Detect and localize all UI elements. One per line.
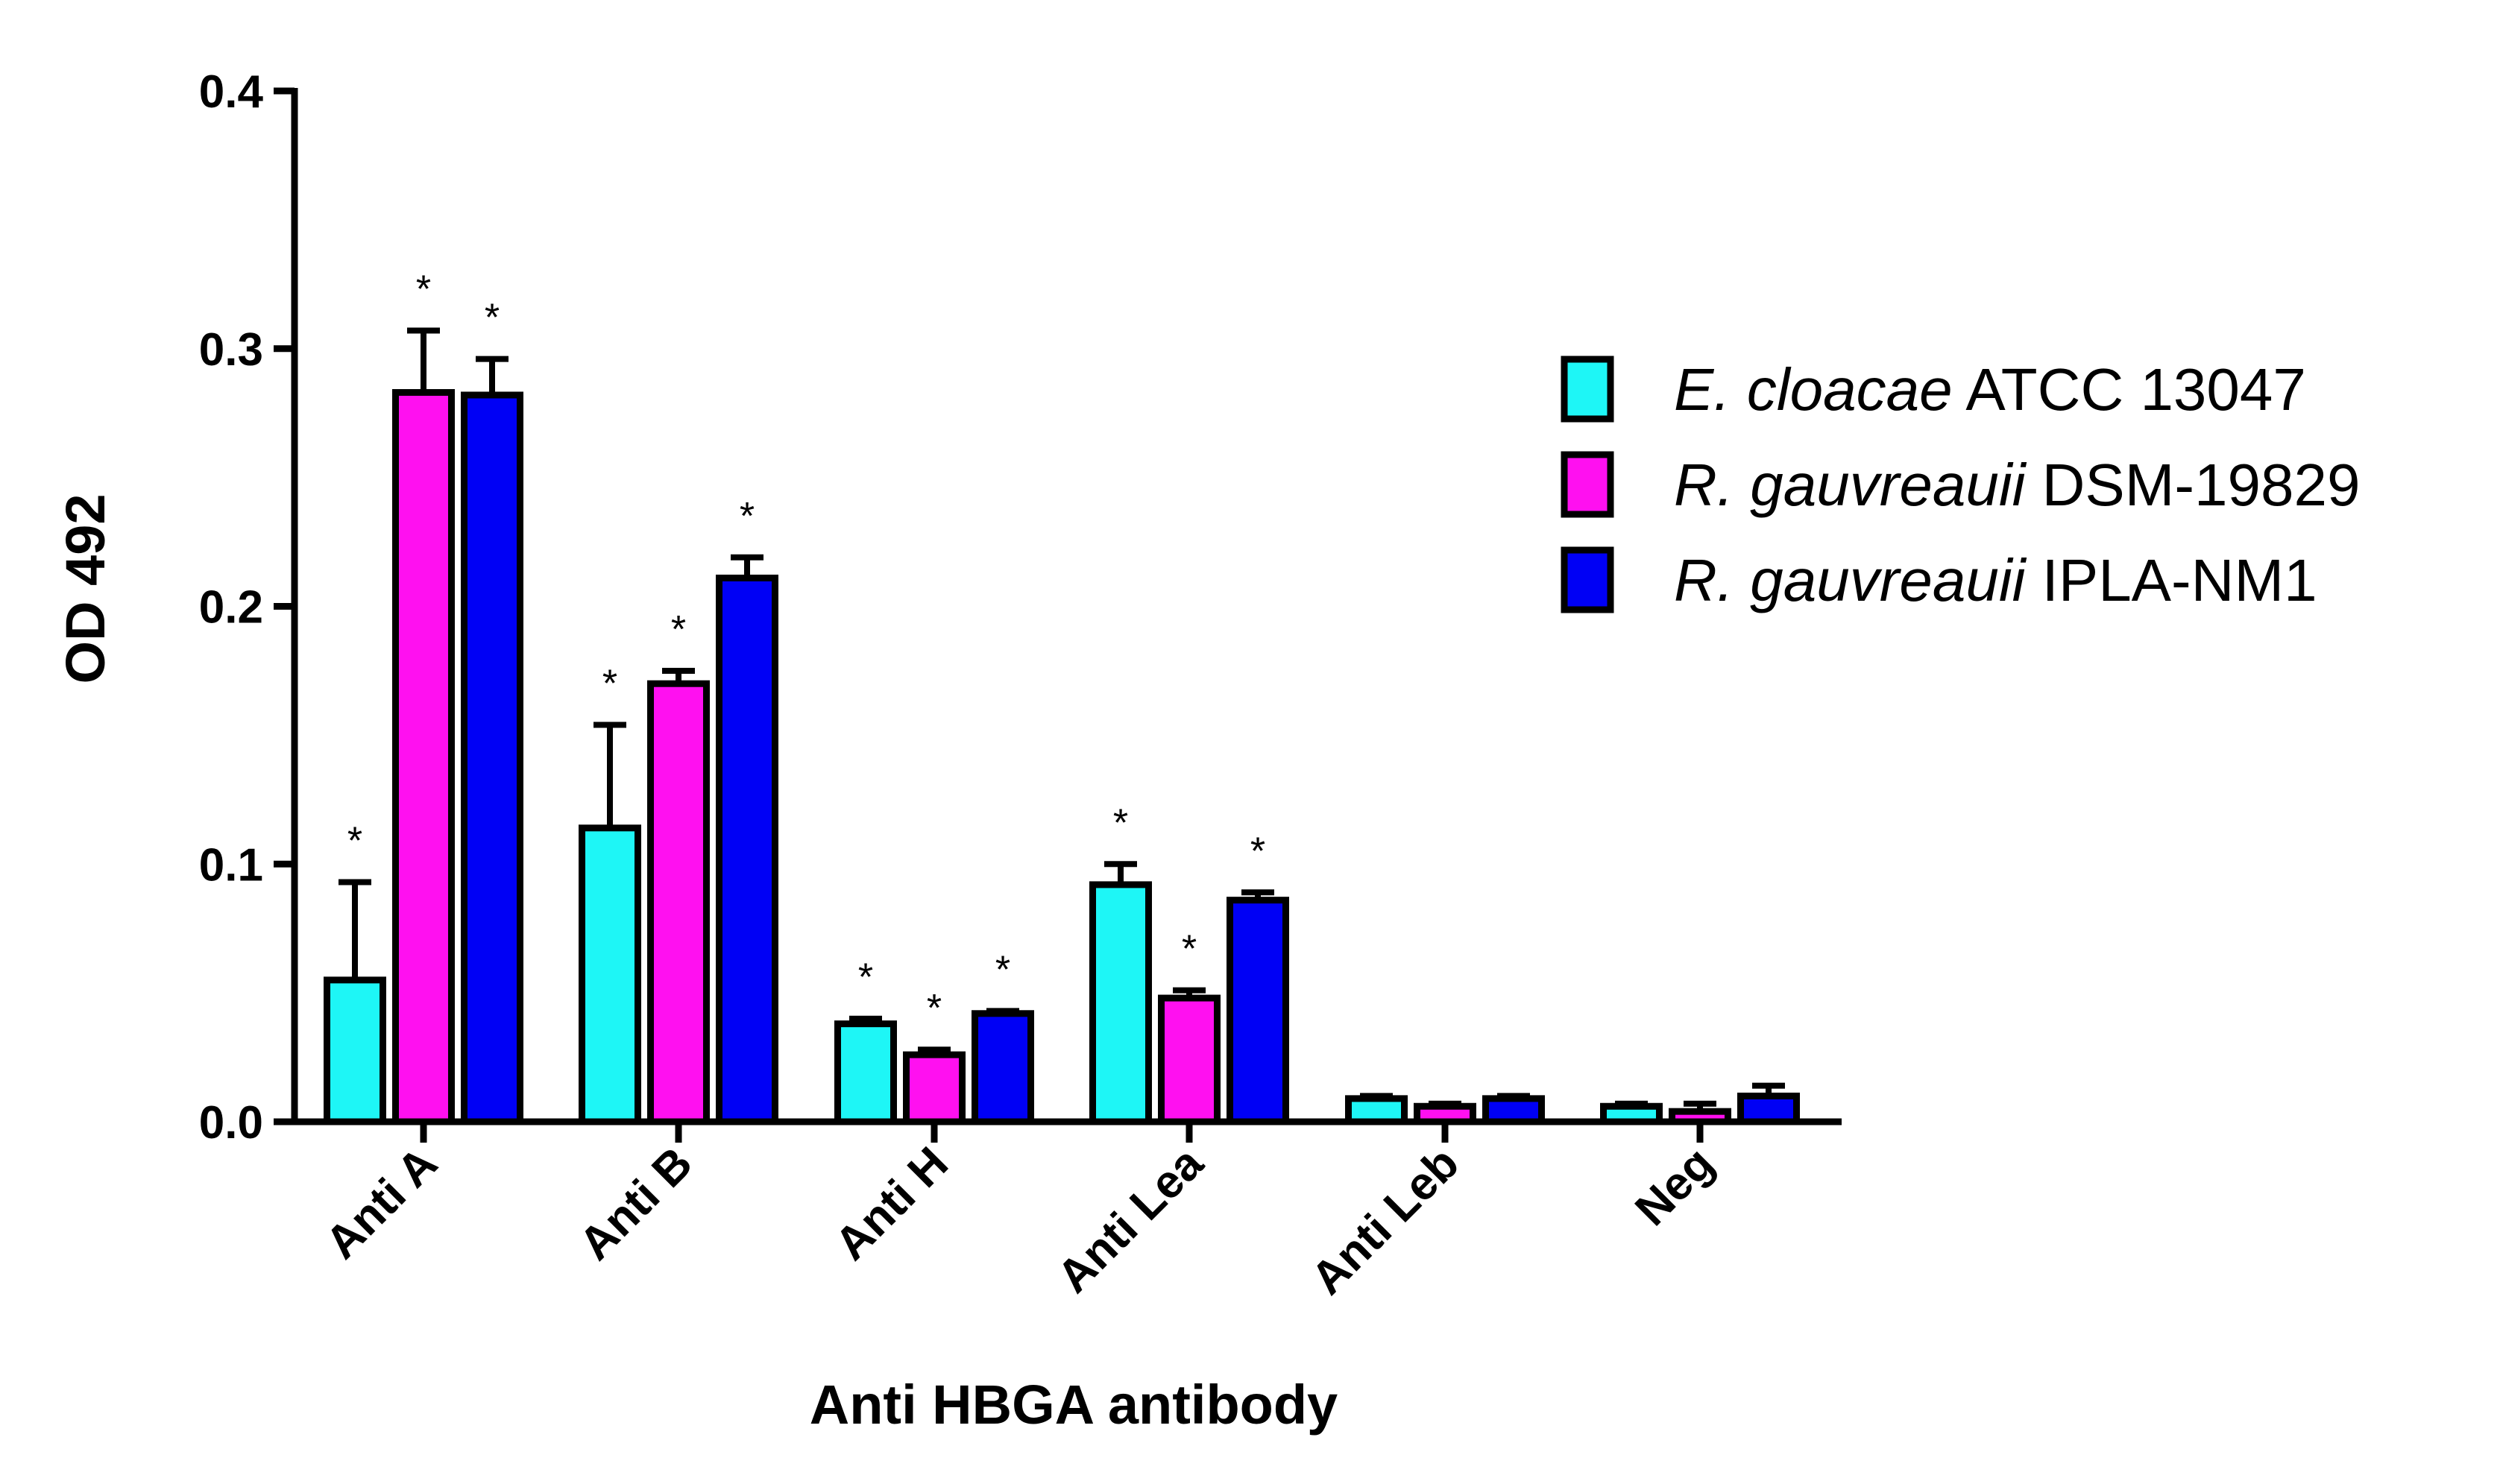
legend-label: E. cloacae ATCC 13047 [1674, 356, 2306, 423]
bar [1089, 881, 1152, 1125]
bar [716, 574, 778, 1125]
bar [647, 680, 710, 1125]
legend-label: R. gauvreauii IPLA-NM1 [1674, 547, 2317, 613]
significance-marker: * [995, 948, 1010, 991]
x-tick-label: Anti Leb [1302, 1137, 1469, 1304]
significance-marker: * [1182, 928, 1197, 971]
bar [972, 1010, 1034, 1125]
y-tick-label: 0.0 [199, 1097, 263, 1149]
y-tick-label: 0.4 [199, 66, 264, 118]
y-tick-label: 0.1 [199, 839, 263, 891]
bar [1737, 1092, 1800, 1125]
legend-label: R. gauvreauii DSM-19829 [1674, 452, 2360, 518]
y-tick-label: 0.3 [199, 324, 263, 376]
y-tick-label: 0.2 [199, 582, 263, 634]
bar [1345, 1095, 1408, 1125]
x-tick-label: Anti H [825, 1137, 958, 1270]
legend: E. cloacae ATCC 13047 R. gauvreauii DSM-1… [1561, 356, 2360, 613]
significance-marker: * [416, 268, 431, 312]
significance-marker: * [347, 819, 362, 862]
significance-marker: * [1113, 801, 1128, 844]
x-tick-label: Anti A [316, 1137, 447, 1269]
x-tick-label: Neg [1625, 1137, 1724, 1236]
plot-area: * * * * * * * * * * * * 0.0 0.1 0.2 0.3 0.4 Anti A Anti B A… [199, 66, 1842, 1304]
bar [461, 391, 523, 1125]
bar [1158, 994, 1221, 1125]
significance-marker: * [671, 608, 686, 651]
bar [1482, 1095, 1545, 1125]
legend-swatch [1561, 451, 1614, 518]
bar [834, 1020, 897, 1125]
bar [324, 976, 386, 1125]
bar [903, 1051, 966, 1125]
significance-marker: * [927, 987, 942, 1030]
y-axis-title: OD 492 [54, 493, 116, 683]
significance-marker: * [858, 956, 873, 1000]
bar [579, 824, 641, 1125]
x-axis-title: Anti HBGA antibody [810, 1374, 1338, 1436]
significance-marker: * [740, 495, 755, 538]
legend-swatch [1561, 546, 1614, 613]
significance-marker: * [602, 663, 617, 706]
x-tick-label: Anti Lea [1048, 1137, 1213, 1303]
bar [1227, 897, 1289, 1125]
legend-swatch [1561, 356, 1614, 423]
significance-marker: * [1250, 830, 1265, 873]
significance-marker: * [485, 297, 500, 340]
x-tick-label: Anti B [570, 1137, 702, 1270]
bar [392, 389, 455, 1125]
